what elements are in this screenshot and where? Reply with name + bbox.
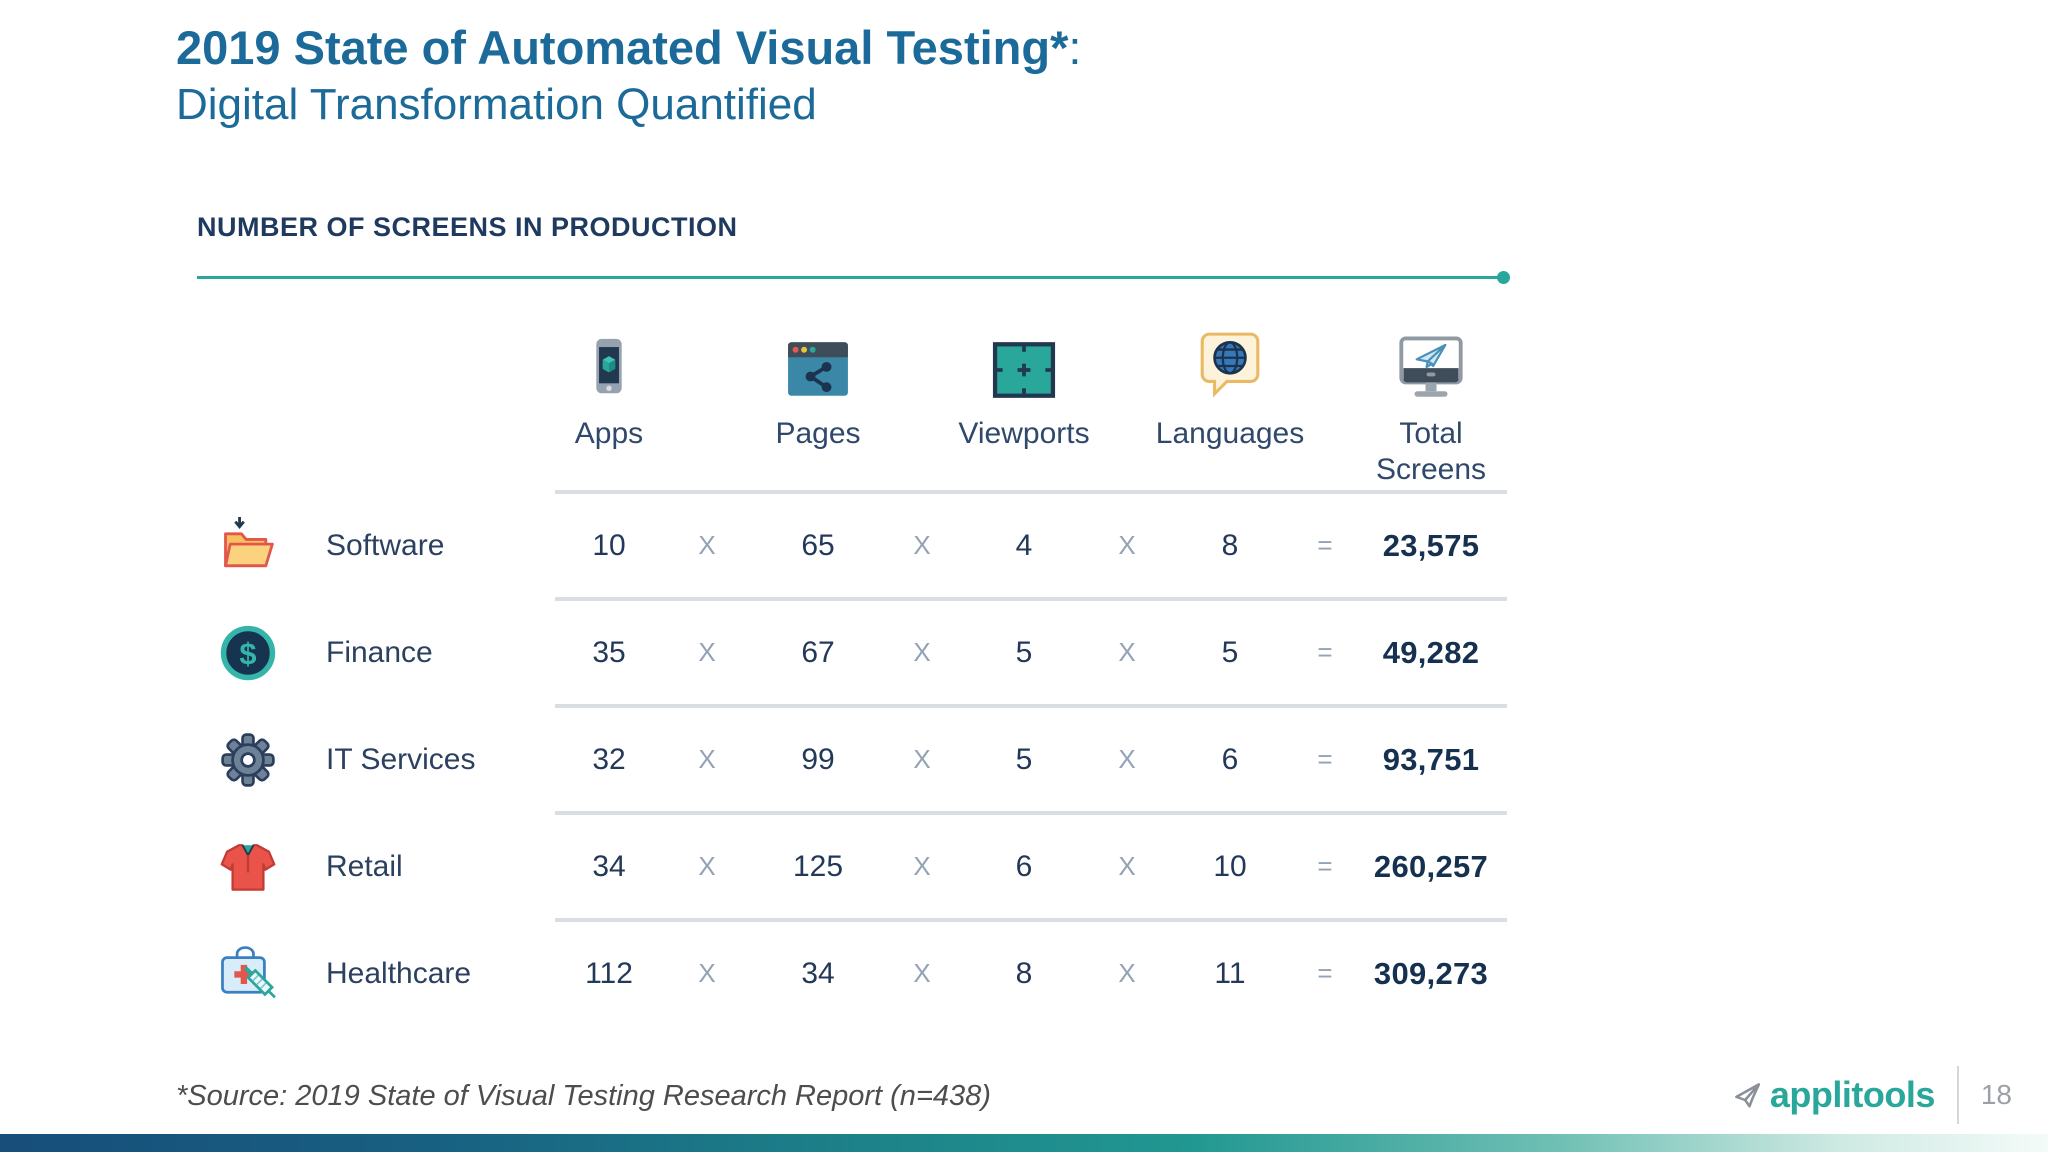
row-separator [555,704,1507,708]
languages-value: 10 [1213,849,1247,883]
table-row-healthcare: Healthcare 112 X 34 X 8 X 11 = 309,273 [196,922,1507,1025]
row-separator [555,811,1507,815]
section-title: NUMBER OF SCREENS IN PRODUCTION [197,212,738,242]
column-header-pages: Pages [751,316,885,490]
gear-icon [196,731,300,789]
industry-label: Software [326,528,445,562]
equals-symbol: = [1317,744,1333,774]
speech-globe-icon [1197,316,1263,400]
apps-value: 112 [585,956,633,990]
pages-value: 67 [801,635,835,669]
multiply-symbol: X [698,530,716,560]
industry-label: Healthcare [326,956,472,990]
source-note: *Source: 2019 State of Visual Testing Re… [176,1080,991,1112]
browser-share-icon [783,316,853,400]
pages-value: 65 [801,528,835,562]
pages-value: 125 [792,849,844,883]
column-label: Apps [574,417,644,450]
total-screens-value: 93,751 [1382,741,1480,777]
footer-divider [1956,1066,1959,1124]
equals-symbol: = [1317,851,1333,881]
table-row-finance: $ Finance 35 X 67 X 5 X 5 = 49,282 [196,601,1507,704]
total-screens-value: 49,282 [1382,634,1480,670]
monitor-plane-icon [1395,316,1467,400]
multiply-symbol: X [913,744,931,774]
slide-bottom-gradient-bar [0,1134,2048,1152]
equals-symbol: = [1317,530,1333,560]
multiply-symbol: X [698,851,716,881]
multiply-symbol: X [698,744,716,774]
table-header-row: Apps [196,304,1507,490]
column-label: Viewports [958,417,1090,450]
column-header-languages: Languages [1156,316,1304,490]
table-row-it-services: IT Services 32 X 99 X 5 X 6 = 93,751 [196,708,1507,811]
coin-icon: $ [196,624,300,682]
svg-text:$: $ [239,635,256,670]
smartphone-app-icon [580,316,638,400]
column-header-total-screens: Total Screens [1355,316,1507,490]
total-screens-value: 260,257 [1373,848,1489,884]
column-header-viewports: Viewports [958,316,1090,490]
multiply-symbol: X [698,637,716,667]
brand-wordmark: applitools [1769,1074,1936,1115]
industry-label: Retail [326,849,403,883]
paper-plane-logo-icon [1732,1080,1762,1110]
medkit-icon [196,943,300,1005]
total-screens-value: 23,575 [1382,527,1480,563]
languages-value: 6 [1221,742,1239,776]
line-endpoint-dot [1497,271,1510,284]
viewport-crosshair-icon [989,316,1059,400]
slide-subtitle: Digital Transformation Quantified [176,80,817,130]
column-header-apps: Apps [555,316,663,490]
languages-value: 11 [1214,956,1246,990]
multiply-symbol: X [1118,637,1136,667]
viewports-value: 5 [1015,742,1033,776]
folder-icon [196,514,300,578]
footer-branding: applitools 18 [1732,1062,2012,1128]
column-label: Pages [775,417,861,450]
multiply-symbol: X [1118,958,1136,988]
total-screens-value: 309,273 [1373,955,1489,991]
apps-value: 34 [592,849,626,883]
row-separator [555,597,1507,601]
multiply-symbol: X [913,958,931,988]
column-label: Total Screens [1375,417,1487,486]
industry-label: IT Services [326,742,476,776]
shirt-icon [196,838,300,896]
title-block: 2019 State of Automated Visual Testing*:… [176,18,1081,133]
languages-value: 5 [1221,635,1239,669]
apps-value: 35 [592,635,626,669]
multiply-symbol: X [1118,530,1136,560]
column-label: Languages [1155,417,1305,450]
section-divider-line [197,271,1510,284]
multiply-symbol: X [913,637,931,667]
multiply-symbol: X [913,530,931,560]
pages-value: 99 [801,742,835,776]
pages-value: 34 [801,956,835,990]
applitools-logo: applitools [1732,1074,1935,1116]
viewports-value: 6 [1015,849,1033,883]
equals-symbol: = [1317,637,1333,667]
viewports-value: 4 [1015,528,1033,562]
viewports-value: 5 [1015,635,1033,669]
multiply-symbol: X [1118,851,1136,881]
page-number: 18 [1980,1079,2012,1110]
industry-label: Finance [326,635,433,669]
languages-value: 8 [1221,528,1239,562]
table-row-software: Software 10 X 65 X 4 X 8 = 23,575 [196,494,1507,597]
apps-value: 32 [592,742,626,776]
multiply-symbol: X [1118,744,1136,774]
multiply-symbol: X [913,851,931,881]
viewports-value: 8 [1015,956,1033,990]
screens-table: Apps [196,304,1507,1025]
equals-symbol: = [1317,958,1333,988]
table-row-retail: Retail 34 X 125 X 6 X 10 = 260,257 [196,815,1507,918]
apps-value: 10 [592,528,626,562]
multiply-symbol: X [698,958,716,988]
slide-title: 2019 State of Automated Visual Testing*: [176,21,1082,74]
row-separator [555,918,1507,922]
row-separator [555,490,1507,494]
